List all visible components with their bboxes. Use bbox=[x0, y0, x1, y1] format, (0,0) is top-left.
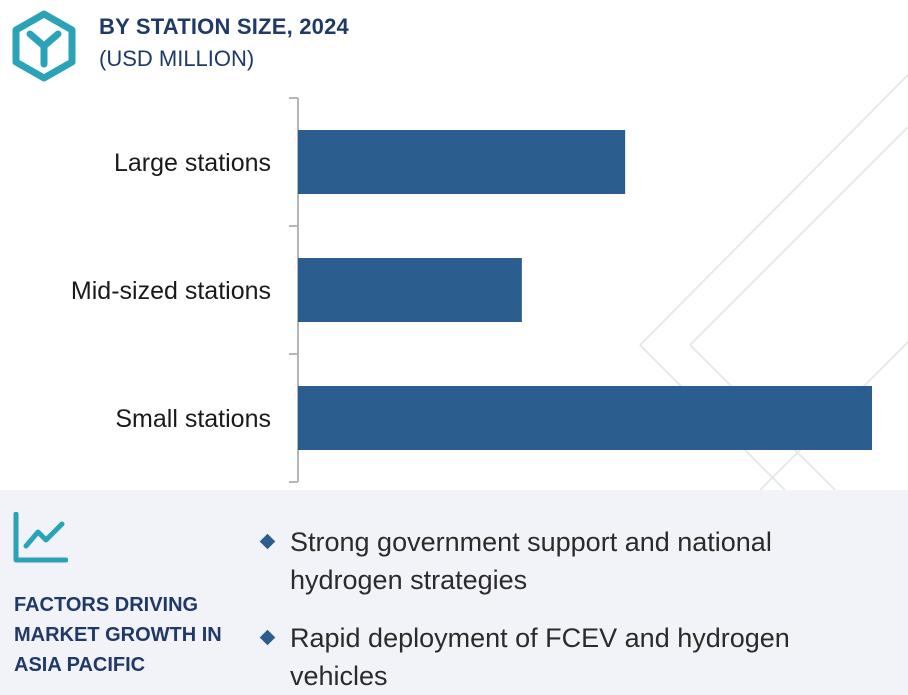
bar bbox=[298, 386, 872, 450]
factor-item: Rapid deployment of FCEV and hydrogen ve… bbox=[259, 619, 882, 695]
factors-heading: FACTORS DRIVING MARKET GROWTH IN ASIA PA… bbox=[14, 594, 222, 676]
factor-item-text: Strong government support and national h… bbox=[290, 527, 772, 595]
factors-panel: FACTORS DRIVING MARKET GROWTH IN ASIA PA… bbox=[0, 490, 908, 695]
bar bbox=[298, 130, 626, 194]
category-label: Small stations bbox=[115, 405, 271, 433]
bar bbox=[298, 258, 522, 322]
hexagon-logo-icon bbox=[12, 10, 76, 82]
trend-chart-icon bbox=[13, 512, 68, 563]
category-label: Large stations bbox=[114, 149, 271, 177]
chart-subtitle: (USD MILLION) bbox=[99, 46, 255, 71]
chart-title: BY STATION SIZE, 2024 bbox=[99, 14, 349, 39]
bar-chart: Large stations Mid-sized stations Small st… bbox=[71, 97, 872, 483]
factor-item-text: Rapid deployment of FCEV and hydrogen ve… bbox=[290, 623, 790, 691]
factor-item: Strong government support and national h… bbox=[259, 523, 882, 599]
category-label: Mid-sized stations bbox=[71, 277, 271, 305]
